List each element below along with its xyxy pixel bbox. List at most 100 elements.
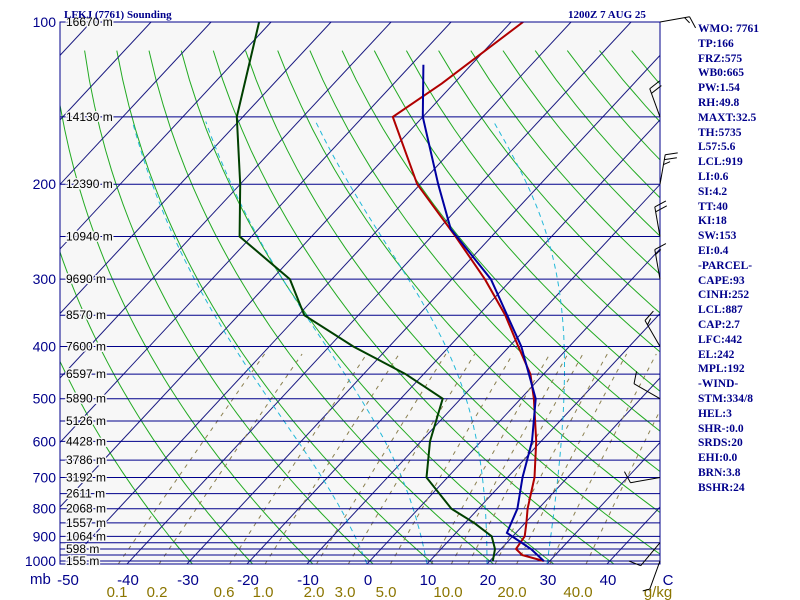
- sounding-index: LI:0.6: [698, 170, 729, 183]
- sounding-index: WB0:665: [698, 67, 744, 80]
- chart-title: LFKJ (7761) Sounding: [64, 9, 172, 21]
- height-label: 12390 m: [66, 177, 113, 191]
- temperature-tick-label: 0: [364, 572, 372, 589]
- pressure-tick-label: 100: [33, 14, 57, 30]
- valid-time: 1200Z 7 AUG 25: [568, 9, 646, 21]
- wind-barb-flag: [663, 161, 671, 166]
- temperature-tick-label: 20: [480, 572, 497, 589]
- mixing-ratio-line: [347, 353, 476, 564]
- pressure-tick-label: 400: [33, 338, 57, 354]
- pressure-tick-label: 1000: [25, 553, 56, 569]
- sounding-index: MPL:192: [698, 363, 745, 376]
- sounding-index: RH:49.8: [698, 96, 740, 109]
- wind-barb-flag: [654, 243, 667, 251]
- isotherm: [186, 54, 660, 564]
- background-grid: [60, 22, 660, 564]
- wind-barb-flag: [651, 85, 662, 94]
- mixing-ratio-tick-label: 40.0: [563, 584, 592, 600]
- sounding-index: KI:18: [698, 215, 727, 228]
- pressure-tick-label: 300: [33, 271, 57, 287]
- sounding-index: LCL:919: [698, 156, 743, 169]
- wind-barb: [649, 80, 662, 118]
- dry-adiabat: [116, 50, 434, 564]
- moist-adiabat: [315, 121, 488, 564]
- pressure-tick-label: 700: [33, 469, 57, 485]
- dry-adiabat: [180, 50, 555, 564]
- mixing-ratio-line: [549, 353, 657, 564]
- height-label: 5126 m: [66, 414, 106, 428]
- sounding-index: MAXT:32.5: [698, 111, 757, 124]
- temperature-tick-label: 40: [600, 572, 617, 589]
- mixing-ratio-line: [389, 353, 514, 564]
- height-label: 5890 m: [66, 392, 106, 406]
- wind-barb-flag: [654, 200, 667, 208]
- isotherm: [60, 22, 272, 250]
- sounding-index: HEL:3: [698, 407, 732, 420]
- wind-barb-flag: [623, 471, 631, 483]
- wind-barb: [659, 16, 697, 29]
- height-label: 598 m: [66, 542, 99, 556]
- isotherm: [66, 22, 572, 564]
- mixing-ratio-line: [430, 353, 551, 564]
- mixing-ratio-tick-label: 3.0: [335, 584, 356, 600]
- height-label: 2068 m: [66, 502, 106, 516]
- sounding-indices-list: WMO: 7761 TP:166 FRZ:575 WB0:665 PW:1.54 RH:4…: [698, 22, 798, 496]
- height-label: 6597 m: [66, 367, 106, 381]
- dry-adiabat: [60, 101, 314, 564]
- dry-adiabat: [277, 50, 660, 514]
- mixing-ratio-tick-label: 0.2: [147, 584, 168, 600]
- mixing-ratio-tick-label: 2.0: [304, 584, 325, 600]
- sounding-index: TH:5735: [698, 126, 742, 139]
- wind-barb: [628, 542, 661, 567]
- isotherm: [246, 119, 660, 564]
- sounding-index: EI:0.4: [698, 244, 729, 257]
- moist-adiabat: [493, 121, 565, 564]
- height-label: 3192 m: [66, 470, 106, 484]
- height-label: 7600 m: [66, 339, 106, 353]
- sounding-index: BSHR:24: [698, 481, 745, 494]
- wind-barb: [654, 200, 668, 237]
- isotherm: [60, 22, 152, 121]
- sounding-index: BRN:3.8: [698, 466, 741, 479]
- temperature-tick-label: -20: [237, 572, 259, 589]
- wind-barb-staff: [630, 476, 661, 484]
- dewpoint-profile: [235, 22, 497, 562]
- parcel-profile: [421, 64, 545, 562]
- sounding-index: EL:242: [698, 348, 735, 361]
- mixing-ratio-line: [316, 353, 447, 564]
- height-label: 16670 m: [66, 15, 113, 29]
- isotherm: [306, 183, 660, 564]
- temperature-tick-label: -10: [297, 572, 319, 589]
- dry-adiabat: [373, 50, 660, 392]
- sounding-index: SI:4.2: [698, 185, 728, 198]
- isotherm: [60, 22, 512, 508]
- wind-barb: [623, 471, 661, 484]
- wind-barb: [642, 560, 661, 592]
- sounding-index: L57:5.6: [698, 141, 736, 154]
- pressure-tick-label: 200: [33, 176, 57, 192]
- wind-barb-flag: [664, 157, 677, 161]
- dry-adiabat: [60, 250, 253, 564]
- sounding-index: TP:166: [698, 37, 734, 50]
- sounding-index: FRZ:575: [698, 52, 743, 65]
- temperature-tick-label: -40: [117, 572, 139, 589]
- sounding-index: CAPE:93: [698, 274, 745, 287]
- sounding-index: WMO: 7761: [698, 23, 760, 35]
- moist-adiabat: [131, 121, 368, 564]
- sounding-index: LCL:887: [698, 304, 743, 317]
- wind-barb-flag: [684, 17, 690, 24]
- wind-barb-staff: [633, 383, 661, 400]
- wind-barb-flag: [642, 588, 650, 592]
- wind-barb-staff: [654, 206, 661, 237]
- temperature-tick-label: C: [663, 572, 674, 589]
- pressure-unit-label: mb: [30, 571, 51, 588]
- height-label: 14130 m: [66, 110, 113, 124]
- dry-adiabat: [84, 50, 374, 564]
- wind-barb-staff: [649, 560, 661, 590]
- wind-barb-flag: [628, 560, 641, 567]
- mixing-ratio-line: [158, 353, 303, 564]
- wind-barb: [644, 310, 661, 347]
- wind-barbs: [623, 16, 697, 592]
- isotherm: [60, 22, 392, 379]
- dry-adiabat: [438, 50, 660, 314]
